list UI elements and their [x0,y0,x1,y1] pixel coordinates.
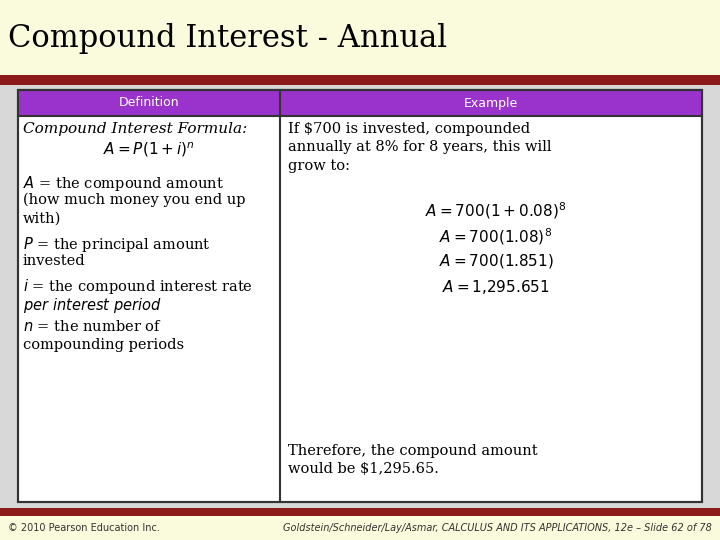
Bar [0,508,720,516]
Text: $A = 700(1.08)^{8}$: $A = 700(1.08)^{8}$ [439,226,552,247]
Text: Definition: Definition [119,97,179,110]
Text: with): with) [23,212,61,226]
Text: Compound Interest Formula:: Compound Interest Formula: [23,122,247,136]
Text: Goldstein/Schneider/Lay/Asmar, CALCULUS AND ITS APPLICATIONS, 12e – Slide 62 of : Goldstein/Schneider/Lay/Asmar, CALCULUS … [283,523,712,533]
Text: (how much money you end up: (how much money you end up [23,193,246,207]
Bar [18,90,280,116]
Text: Compound Interest - Annual: Compound Interest - Annual [8,23,447,53]
Text: $A = 700(1.851)$: $A = 700(1.851)$ [438,252,554,270]
Bar [0,85,720,508]
Text: $P$ = the principal amount: $P$ = the principal amount [23,235,211,254]
Bar [280,90,702,116]
Text: invested: invested [23,254,86,268]
Bar [0,516,720,540]
Text: If $700 is invested, compounded
annually at 8% for 8 years, this will
grow to:: If $700 is invested, compounded annually… [288,122,552,173]
Bar [0,0,720,75]
Text: $A = P(1+i)^n$: $A = P(1+i)^n$ [103,141,195,159]
Text: $per\ interest\ period$: $per\ interest\ period$ [23,296,162,315]
Text: $n$ = the number of: $n$ = the number of [23,319,162,334]
Text: $A = 700(1+0.08)^{8}$: $A = 700(1+0.08)^{8}$ [426,200,567,221]
Text: © 2010 Pearson Education Inc.: © 2010 Pearson Education Inc. [8,523,160,533]
Bar [18,90,702,502]
Text: compounding periods: compounding periods [23,338,184,352]
Text: $A$ = the compound amount: $A$ = the compound amount [23,174,224,193]
Bar [18,90,702,502]
Bar [0,75,720,85]
Text: $i$ = the compound interest rate: $i$ = the compound interest rate [23,277,253,296]
Text: Example: Example [464,97,518,110]
Text: $A = 1{,}295.651$: $A = 1{,}295.651$ [442,278,550,296]
Text: Therefore, the compound amount
would be $1,295.65.: Therefore, the compound amount would be … [288,444,538,476]
